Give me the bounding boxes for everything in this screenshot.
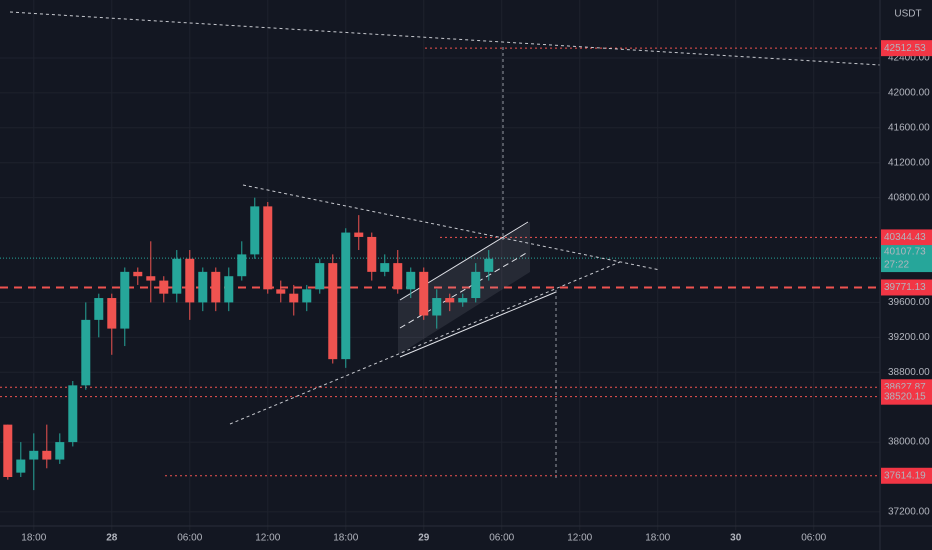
last-price-badge: [881, 245, 932, 273]
candle-body: [250, 206, 260, 255]
x-tick-label: 29: [418, 533, 430, 544]
candle-body: [81, 319, 91, 386]
candle-body: [3, 424, 13, 478]
candle-body: [198, 271, 208, 303]
axes: 42400.00 42000.00 41600.00 41200.00 40800.00…: [21, 40, 932, 544]
candle-body: [120, 271, 130, 329]
candle-body: [471, 271, 481, 299]
x-tick-label: 06:00: [177, 533, 202, 544]
candle-body: [224, 276, 234, 303]
candle-body: [380, 263, 390, 272]
y-tick-label: 41600.00: [888, 122, 930, 133]
level-label: 42512.53: [884, 43, 926, 54]
level-badge: [881, 40, 932, 57]
candle-body: [289, 293, 299, 303]
candle-body: [341, 232, 351, 360]
x-tick-label: 28: [106, 533, 118, 544]
level-badge: [881, 467, 932, 484]
y-tick-label: 38000.00: [888, 437, 930, 448]
candle-body: [315, 263, 325, 290]
y-tick-label: 42400.00: [888, 53, 930, 64]
channel-line: [399, 291, 557, 358]
candle-body: [458, 298, 468, 303]
candle-body: [432, 298, 442, 316]
x-tick-label: 12:00: [567, 533, 592, 544]
candle-body: [133, 271, 143, 277]
candles: [3, 197, 494, 491]
channel-area: [398, 222, 530, 355]
x-tick-label: 18:00: [645, 533, 670, 544]
candle-body: [354, 232, 364, 237]
trend-line: [242, 184, 661, 271]
last-price-label: 40107.73: [884, 247, 926, 258]
candle-body: [55, 442, 65, 460]
trend-line: [229, 261, 621, 425]
currency-label: USDT: [894, 9, 921, 20]
candle-body: [211, 271, 221, 303]
candle-body: [42, 450, 52, 460]
y-tick-label: 39200.00: [888, 332, 930, 343]
candle-body: [445, 298, 455, 303]
candle-body: [29, 450, 39, 460]
y-tick-label: 38800.00: [888, 367, 930, 378]
candle-body: [185, 258, 195, 303]
x-tick-label: 06:00: [801, 533, 826, 544]
x-tick-label: 06:00: [489, 533, 514, 544]
level-badge: [881, 388, 932, 405]
candle-body: [276, 289, 286, 294]
candle-body: [159, 280, 169, 294]
y-tick-label: 41200.00: [888, 157, 930, 168]
candle-body: [68, 385, 78, 443]
y-tick-label: 39600.00: [888, 297, 930, 308]
candle-body: [328, 263, 338, 360]
trend-line: [9, 11, 881, 66]
candle-body: [146, 276, 156, 281]
candle-body: [94, 298, 104, 320]
countdown: 27:22: [884, 260, 909, 271]
x-tick-label: 18:00: [21, 533, 46, 544]
x-tick-label: 30: [730, 533, 742, 544]
level-badge: [881, 279, 932, 296]
y-tick-label: 42000.00: [888, 88, 930, 99]
candle-body: [107, 298, 117, 329]
candle-body: [302, 289, 312, 303]
y-tick-label: 40800.00: [888, 192, 930, 203]
x-tick-label: 18:00: [333, 533, 358, 544]
candle-body: [406, 271, 416, 290]
candle-body: [237, 254, 247, 277]
candle-body: [419, 271, 429, 316]
level-label: 40344.43: [884, 232, 926, 243]
level-label: 38627.87: [884, 382, 926, 393]
level-label: 37614.19: [884, 470, 926, 481]
level-label: 39771.13: [884, 282, 926, 293]
level-badge: [881, 229, 932, 246]
level-label: 38520.15: [884, 391, 926, 402]
x-tick-label: 12:00: [255, 533, 280, 544]
candle-body: [263, 206, 273, 290]
candle-body: [367, 236, 377, 272]
candle-body: [16, 459, 26, 473]
candle-body: [172, 258, 182, 294]
y-tick-label: 37200.00: [888, 507, 930, 518]
candle-body: [393, 263, 403, 290]
candle-body: [484, 258, 494, 272]
